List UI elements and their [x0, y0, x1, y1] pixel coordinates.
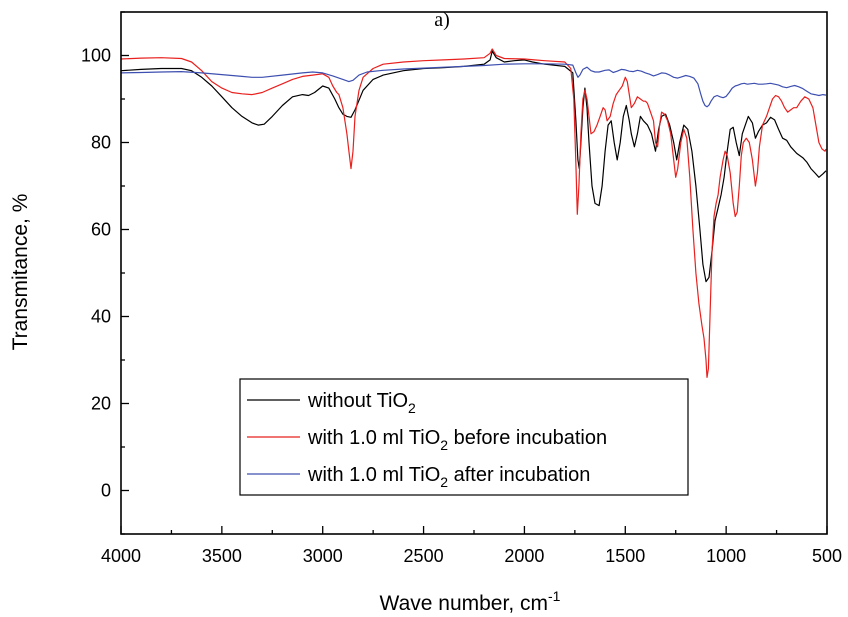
series-line-3	[120, 63, 827, 108]
y-tick-label: 60	[91, 220, 111, 240]
y-tick-label: 40	[91, 307, 111, 327]
x-tick-label: 500	[812, 546, 842, 566]
legend-label-2: with 1.0 ml TiO2 before incubation	[307, 427, 607, 453]
y-axis-title: Transmitance, %	[9, 194, 32, 351]
x-tick-label: 3500	[202, 546, 242, 566]
legend-box	[239, 378, 689, 496]
panel-label: a)	[434, 9, 450, 31]
y-tick-label: 20	[91, 394, 111, 414]
x-tick-label: 3000	[303, 546, 343, 566]
legend-label-1: without TiO2	[307, 390, 416, 416]
x-axis: 4000 3500 3000 2500 2000 1500 1000 500	[101, 526, 842, 566]
x-tick-label: 2500	[404, 546, 444, 566]
x-axis-title-text: Wave number, cm	[380, 592, 548, 615]
y-axis: 0 20 40 60 80 100	[81, 11, 129, 535]
series-line-1	[120, 50, 827, 283]
x-tick-label: 1000	[706, 546, 746, 566]
y-tick-label: 0	[101, 481, 111, 501]
series-line-2	[120, 48, 827, 378]
series-layer	[120, 48, 827, 378]
x-tick-label: 1500	[605, 546, 645, 566]
x-axis-title-superscript: -1	[548, 588, 561, 604]
x-axis-title: Wave number, cm-1	[380, 588, 561, 615]
y-tick-label: 100	[81, 46, 111, 66]
legend-label-3: with 1.0 ml TiO2 after incubation	[307, 464, 590, 490]
legend: without TiO2 with 1.0 ml TiO2 before incu…	[239, 378, 689, 496]
x-tick-label: 4000	[101, 546, 141, 566]
x-tick-label: 2000	[504, 546, 544, 566]
y-tick-label: 80	[91, 133, 111, 153]
